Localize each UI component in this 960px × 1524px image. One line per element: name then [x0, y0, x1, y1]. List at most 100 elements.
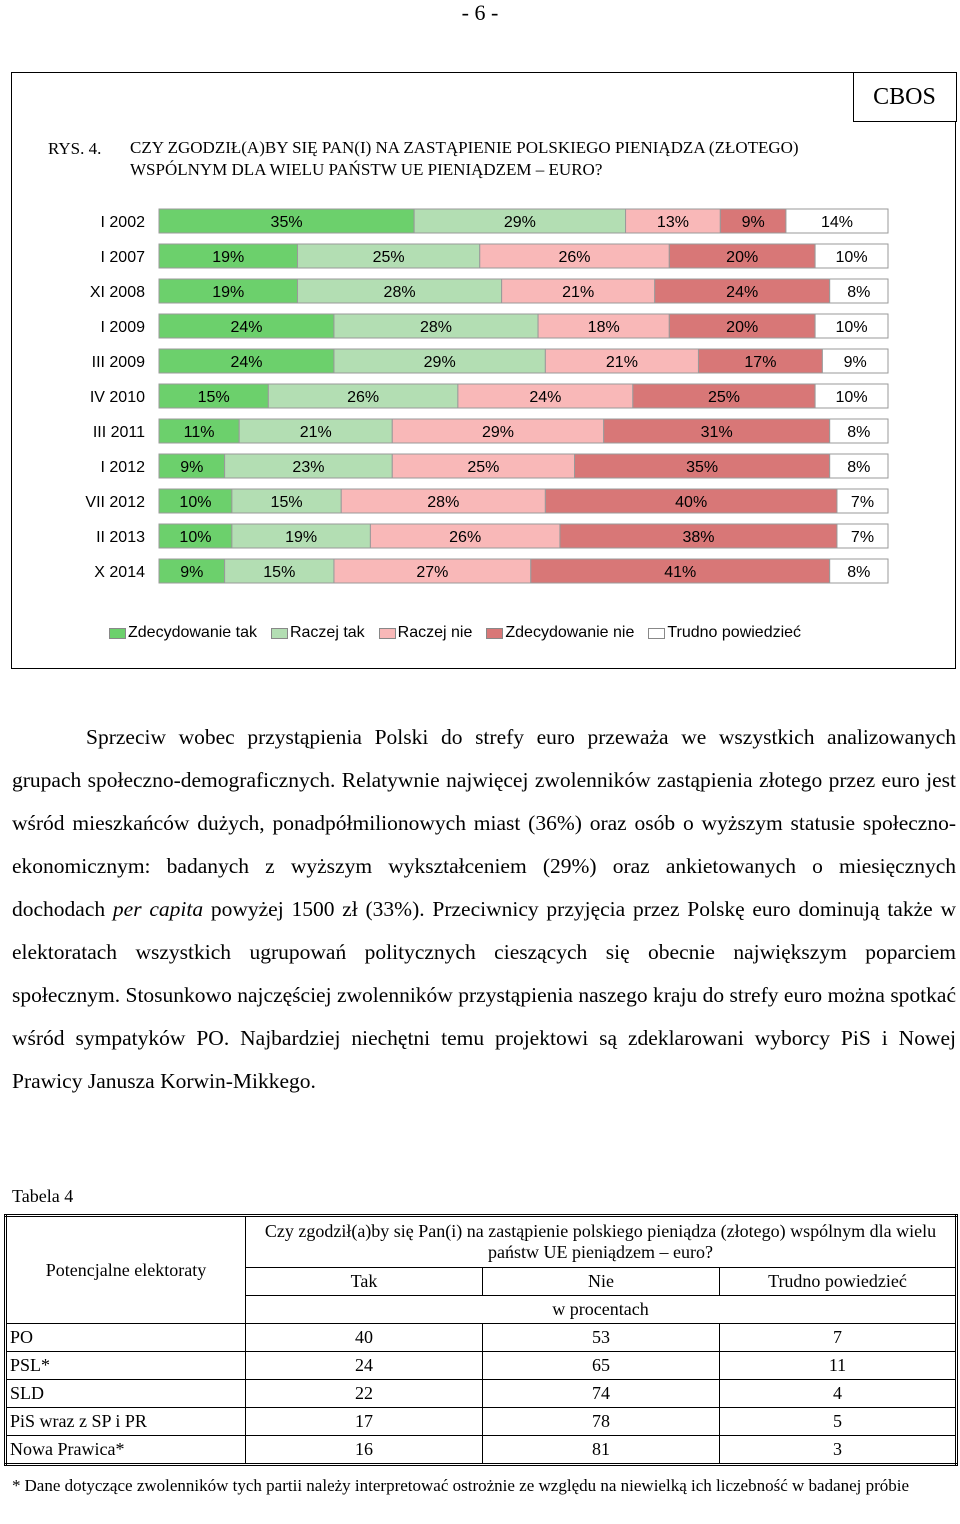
- bar-segment: [224, 453, 393, 479]
- bar-segment: [785, 208, 889, 234]
- bar-segment: [333, 558, 532, 584]
- value-tak: 40: [245, 1323, 483, 1352]
- value-tak: 17: [245, 1407, 483, 1436]
- data-label: 9%: [844, 354, 867, 371]
- category-label: III 2011: [93, 424, 145, 441]
- bar-segment: [333, 348, 546, 374]
- stacked-bar-chart: I 2002 35% 29% 13% 9% 14% I 2007 19% 25% 26% 20% 10…: [85, 208, 889, 584]
- data-label: 28%: [427, 494, 459, 511]
- value-trudno: 7: [719, 1323, 957, 1352]
- bar-segment: [158, 383, 269, 409]
- data-label: 40%: [675, 494, 707, 511]
- bar-segment: [479, 243, 670, 269]
- data-label: 10%: [836, 389, 868, 406]
- bar-segment: [158, 418, 240, 444]
- table-row: Nowa Prawica* 16 81 3: [5, 1435, 957, 1465]
- bar-segment: [829, 278, 889, 304]
- data-label: 25%: [467, 459, 499, 476]
- data-label: 9%: [742, 214, 765, 231]
- bar-segment: [158, 208, 415, 234]
- bar-segment: [158, 313, 335, 339]
- data-label: 24%: [230, 354, 262, 371]
- data-label: 19%: [212, 284, 244, 301]
- table-row: SLD 22 74 4: [5, 1379, 957, 1408]
- category-label: VII 2012: [85, 494, 145, 511]
- bar-segment: [836, 523, 889, 549]
- data-label: 35%: [686, 459, 718, 476]
- value-nie: 65: [482, 1351, 720, 1380]
- legend-item: Raczej tak: [270, 624, 365, 642]
- row-label: PiS wraz z SP i PR: [5, 1407, 246, 1436]
- paragraph-part-2: powyżej 1500 zł (33%). Przeciwnicy przyj…: [12, 897, 956, 1093]
- bar-segment: [574, 453, 831, 479]
- column-header-nie: Nie: [482, 1267, 720, 1296]
- value-trudno: 11: [719, 1351, 957, 1380]
- category-label: I 2009: [101, 319, 146, 336]
- category-label: XI 2008: [90, 284, 145, 301]
- bar-segment: [814, 383, 889, 409]
- category-label: I 2002: [101, 214, 146, 231]
- data-label: 8%: [847, 284, 870, 301]
- data-label: 20%: [726, 319, 758, 336]
- data-label: 9%: [180, 564, 203, 581]
- question-cell: Czy zgodził(a)by się Pan(i) na zastąpien…: [245, 1215, 957, 1268]
- legend-item: Trudno powiedzieć: [648, 624, 801, 642]
- data-label: 24%: [726, 284, 758, 301]
- value-nie: 81: [482, 1435, 720, 1465]
- data-label: 7%: [851, 494, 874, 511]
- category-label: X 2014: [94, 564, 145, 581]
- legend-swatch: [109, 627, 126, 639]
- category-label: I 2007: [101, 249, 146, 266]
- data-label: 10%: [179, 529, 211, 546]
- bar-segment: [814, 243, 889, 269]
- bar-segment: [158, 453, 226, 479]
- bar-segment: [158, 348, 335, 374]
- bar-segment: [697, 348, 823, 374]
- data-label: 10%: [179, 494, 211, 511]
- data-label: 8%: [847, 459, 870, 476]
- data-label: 11%: [184, 424, 215, 441]
- body-paragraph: Sprzeciw wobec przystąpienia Polski do s…: [12, 716, 956, 1103]
- electorates-table: Potencjalne elektoraty Czy zgodził(a)by …: [4, 1214, 958, 1466]
- column-header-tak: Tak: [245, 1267, 483, 1296]
- data-label: 26%: [449, 529, 481, 546]
- bar-segment: [224, 558, 335, 584]
- bar-segment: [829, 418, 889, 444]
- figure-title-line-1: CZY ZGODZIŁ(A)BY SIĘ PAN(I) NA ZASTĄPIEN…: [130, 138, 799, 157]
- legend-swatch: [378, 627, 396, 639]
- bar-segment: [836, 488, 889, 514]
- bar-segment: [821, 348, 889, 374]
- bar-segment: [333, 313, 539, 339]
- bar-segment: [654, 278, 831, 304]
- legend-label: Zdecydowanie tak: [128, 624, 257, 641]
- footnote-text: Dane dotyczące zwolenników tych partii n…: [24, 1476, 910, 1495]
- bar-segment: [668, 313, 816, 339]
- row-label: Nowa Prawica*: [5, 1435, 246, 1465]
- data-label: 8%: [847, 424, 870, 441]
- value-trudno: 5: [719, 1407, 957, 1436]
- value-tak: 22: [245, 1379, 483, 1408]
- data-label: 21%: [300, 424, 332, 441]
- bar-segment: [829, 453, 889, 479]
- value-nie: 53: [482, 1323, 720, 1352]
- legend-swatch: [486, 627, 504, 639]
- data-label: 8%: [847, 564, 870, 581]
- bar-segment: [391, 453, 576, 479]
- column-header-trudno-powiedziec: Trudno powiedzieć: [719, 1267, 957, 1296]
- legend-label: Trudno powiedzieć: [667, 624, 802, 641]
- data-label: 28%: [420, 319, 452, 336]
- data-label: 15%: [263, 564, 295, 581]
- bar-segment: [231, 523, 371, 549]
- value-nie: 74: [482, 1379, 720, 1408]
- bar-segment: [632, 383, 816, 409]
- data-label: 18%: [588, 319, 620, 336]
- bar-segment: [238, 418, 393, 444]
- bar-segment: [297, 243, 481, 269]
- value-trudno: 3: [719, 1435, 957, 1465]
- data-label: 28%: [384, 284, 416, 301]
- footnote-mark: *: [12, 1476, 21, 1495]
- bar-segment: [158, 488, 233, 514]
- table-row: PO 40 53 7: [5, 1323, 957, 1352]
- data-label: 10%: [836, 249, 868, 266]
- bar-segment: [501, 278, 656, 304]
